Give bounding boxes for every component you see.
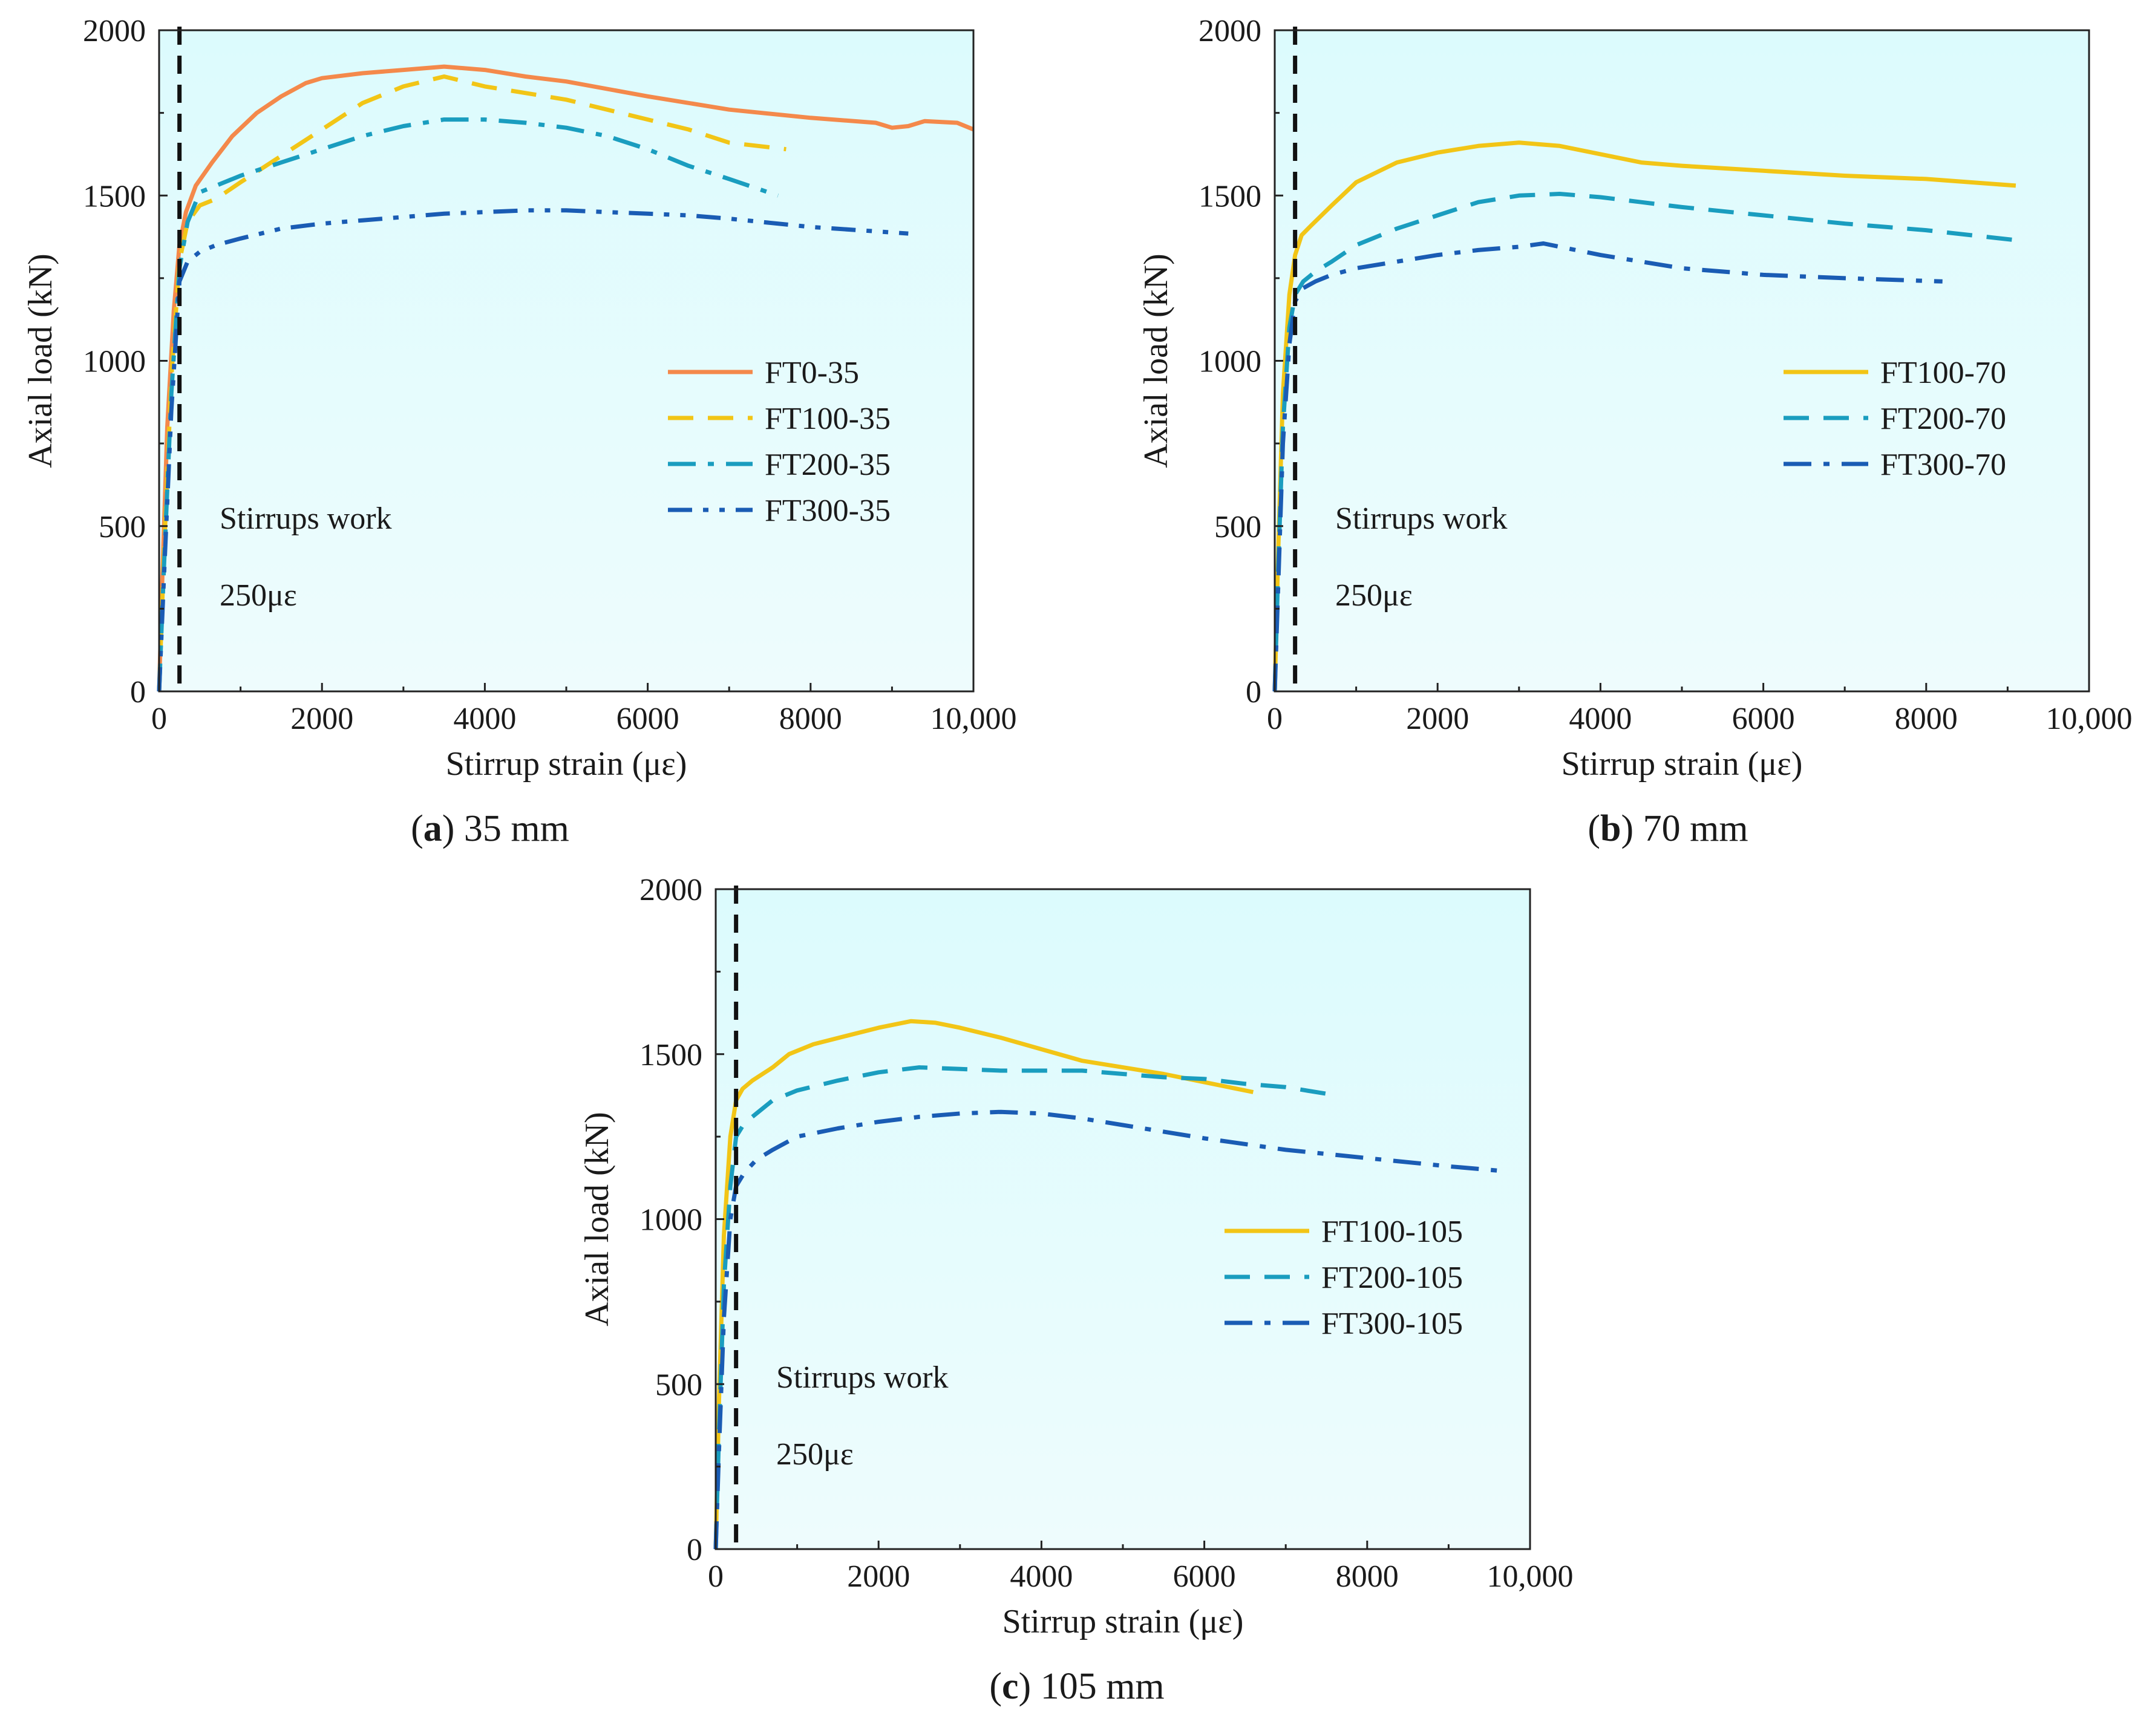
y-tick-label: 1500 bbox=[639, 1038, 702, 1072]
legend-label-FT100-105: FT100-105 bbox=[1321, 1215, 1463, 1249]
y-axis-title: Axial load (kN) bbox=[1137, 253, 1175, 468]
x-tick-label: 0 bbox=[708, 1559, 724, 1594]
chart-panel-b: 0 2000 4000 6000 8000 10,000 0 500 1000 1500 2000 S… bbox=[1137, 14, 2133, 849]
legend-label-FT300-70: FT300-70 bbox=[1880, 448, 2006, 482]
legend-label-FT100-70: FT100-70 bbox=[1880, 356, 2006, 390]
x-tick-label: 10,000 bbox=[2046, 702, 2133, 736]
series-line-FT100-70 bbox=[1272, 140, 2016, 692]
caption-paren-open: ( bbox=[1588, 808, 1600, 849]
caption-letter: a bbox=[423, 808, 442, 849]
x-tick-label: 10,000 bbox=[930, 702, 1017, 736]
y-tick-label: 2000 bbox=[1198, 14, 1261, 48]
annotation-250-microstrain: 250με bbox=[1335, 578, 1413, 613]
legend-label-FT300-105: FT300-105 bbox=[1321, 1307, 1463, 1341]
caption-text: 35 mm bbox=[454, 808, 569, 849]
series-line-FT200-35 bbox=[157, 117, 779, 692]
x-axis-title: Stirrup strain (με) bbox=[1561, 745, 1803, 783]
x-tick-label: 6000 bbox=[616, 702, 679, 736]
y-tick-label: 0 bbox=[1246, 675, 1261, 710]
y-tick-label: 2000 bbox=[83, 14, 146, 48]
chart-panel-a: 0 2000 4000 6000 8000 10,000 0 500 1000 1500 2000 S… bbox=[22, 14, 1017, 849]
y-tick-label: 1000 bbox=[1198, 345, 1261, 379]
y-tick-label: 2000 bbox=[639, 873, 702, 907]
x-tick-label: 6000 bbox=[1173, 1559, 1236, 1594]
y-tick-label: 500 bbox=[1214, 510, 1261, 544]
series-line-FT0-35 bbox=[157, 64, 975, 692]
caption-text: 70 mm bbox=[1633, 808, 1748, 849]
x-tick-label: 4000 bbox=[1010, 1559, 1073, 1594]
series-line-FT100-35 bbox=[157, 74, 786, 692]
annotation-stirrups-work: Stirrups work bbox=[1335, 501, 1508, 536]
legend-label-FT200-70: FT200-70 bbox=[1880, 402, 2006, 436]
chart-panel-c: 0 2000 4000 6000 8000 10,000 0 500 1000 1500 2000 S… bbox=[578, 873, 1574, 1707]
y-axis-title: Axial load (kN) bbox=[578, 1112, 616, 1326]
legend-label-FT100-35: FT100-35 bbox=[765, 402, 891, 436]
x-tick-label: 8000 bbox=[1895, 702, 1958, 736]
x-tick-label: 8000 bbox=[1336, 1559, 1399, 1594]
legend-label-FT300-35: FT300-35 bbox=[765, 494, 891, 528]
x-tick-label: 2000 bbox=[1406, 702, 1469, 736]
caption-paren-open: ( bbox=[989, 1666, 1002, 1707]
y-tick-label: 0 bbox=[687, 1533, 702, 1567]
x-tick-label: 4000 bbox=[1569, 702, 1632, 736]
caption-letter: b bbox=[1600, 808, 1621, 849]
annotation-stirrups-work: Stirrups work bbox=[776, 1360, 949, 1395]
annotation-stirrups-work: Stirrups work bbox=[220, 501, 392, 536]
caption-paren-close: ) bbox=[1019, 1666, 1032, 1707]
caption-text: 105 mm bbox=[1031, 1666, 1164, 1707]
x-tick-label: 6000 bbox=[1732, 702, 1795, 736]
x-tick-label: 0 bbox=[151, 702, 167, 736]
series-line-FT100-105 bbox=[713, 1019, 1254, 1550]
legend-label-FT0-35: FT0-35 bbox=[765, 356, 859, 390]
plot-area-background bbox=[716, 889, 1530, 1549]
panel-caption: (c) 105 mm bbox=[989, 1666, 1164, 1707]
series-line-FT300-35 bbox=[157, 208, 909, 692]
x-tick-label: 2000 bbox=[847, 1559, 910, 1594]
plot-area-background bbox=[1275, 30, 2089, 691]
x-axis-title: Stirrup strain (με) bbox=[1002, 1603, 1244, 1640]
legend-label-FT200-35: FT200-35 bbox=[765, 448, 891, 482]
panel-caption: (b) 70 mm bbox=[1588, 808, 1748, 849]
y-axis-title: Axial load (kN) bbox=[22, 253, 59, 468]
x-tick-label: 10,000 bbox=[1487, 1559, 1574, 1594]
y-tick-label: 500 bbox=[99, 510, 146, 544]
y-tick-label: 1500 bbox=[1198, 179, 1261, 214]
y-tick-label: 0 bbox=[130, 675, 146, 710]
caption-paren-close: ) bbox=[442, 808, 455, 849]
annotation-250-microstrain: 250με bbox=[776, 1437, 854, 1472]
y-tick-label: 500 bbox=[655, 1368, 702, 1402]
series-line-FT300-105 bbox=[713, 1109, 1506, 1550]
x-tick-label: 8000 bbox=[779, 702, 842, 736]
y-tick-label: 1000 bbox=[83, 345, 146, 379]
panel-caption: (a) 35 mm bbox=[411, 808, 569, 849]
x-axis-title: Stirrup strain (με) bbox=[446, 745, 687, 783]
x-tick-label: 0 bbox=[1267, 702, 1283, 736]
series-line-FT300-70 bbox=[1272, 241, 1943, 692]
annotation-250-microstrain: 250με bbox=[220, 578, 297, 613]
x-tick-label: 2000 bbox=[290, 702, 353, 736]
caption-paren-close: ) bbox=[1621, 808, 1634, 849]
caption-paren-open: ( bbox=[411, 808, 423, 849]
y-tick-label: 1500 bbox=[83, 179, 146, 214]
caption-letter: c bbox=[1002, 1666, 1019, 1707]
plot-area-background bbox=[159, 30, 973, 691]
x-tick-label: 4000 bbox=[453, 702, 516, 736]
y-tick-label: 1000 bbox=[639, 1203, 702, 1238]
legend-label-FT200-105: FT200-105 bbox=[1321, 1261, 1463, 1295]
series-line-FT200-105 bbox=[713, 1065, 1327, 1550]
